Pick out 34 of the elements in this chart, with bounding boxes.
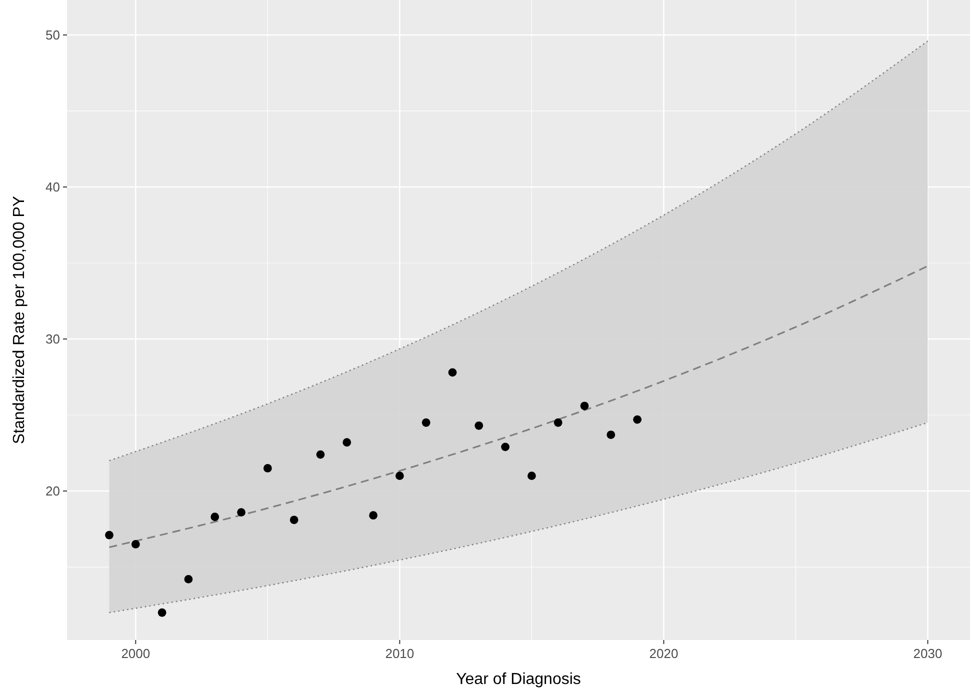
- y-axis-title: Standardized Rate per 100,000 PY: [11, 196, 28, 444]
- point: [448, 368, 457, 377]
- point: [422, 418, 430, 427]
- point: [474, 421, 484, 430]
- point: [554, 418, 562, 427]
- y-tick-label: 20: [46, 484, 60, 499]
- point: [184, 574, 193, 584]
- x-tick-label: 2030: [913, 646, 942, 661]
- point: [131, 540, 140, 548]
- y-tick-label: 50: [46, 28, 60, 43]
- point: [210, 512, 220, 522]
- point: [342, 438, 352, 447]
- point: [237, 508, 246, 517]
- point: [290, 516, 298, 524]
- point: [633, 415, 642, 424]
- point: [580, 402, 589, 410]
- point: [501, 442, 510, 452]
- x-axis-title: Year of Diagnosis: [456, 671, 581, 688]
- point: [158, 608, 166, 617]
- x-tick-label: 2020: [649, 646, 678, 661]
- point: [105, 530, 114, 540]
- y-tick-label: 40: [46, 180, 60, 195]
- line-series: [108, 422, 928, 614]
- point: [395, 472, 404, 480]
- point: [528, 472, 536, 480]
- x-tick-label: 2010: [385, 646, 414, 661]
- y-tick-label: 30: [46, 332, 60, 347]
- x-tick-label: 2000: [121, 646, 150, 661]
- line-series: [108, 40, 928, 462]
- point: [369, 511, 378, 520]
- point: [263, 464, 272, 472]
- point: [316, 450, 325, 459]
- point: [606, 430, 616, 439]
- line-series: [108, 265, 929, 548]
